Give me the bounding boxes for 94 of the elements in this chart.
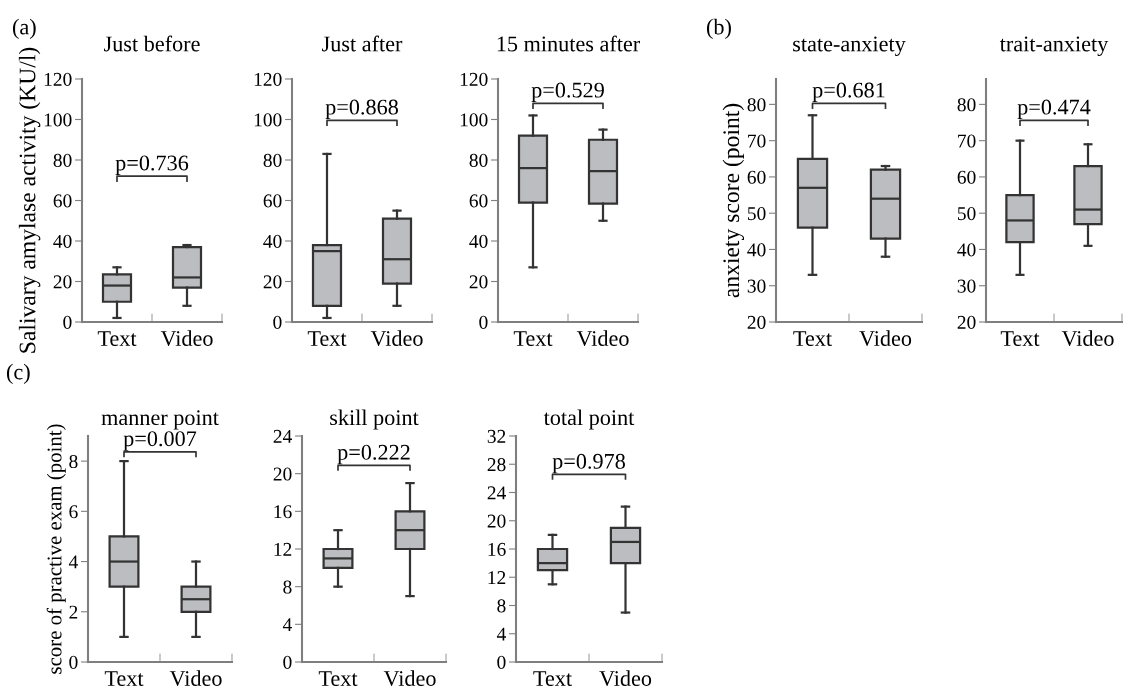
x-tick-label: Video bbox=[859, 330, 912, 347]
y-tick-label: 4 bbox=[68, 555, 78, 569]
annotation: p=0.474 bbox=[1017, 99, 1091, 120]
y-tick-label: 40 bbox=[747, 243, 766, 257]
y-tick-label: 120 bbox=[254, 72, 282, 86]
x-tick-label: Text bbox=[318, 671, 358, 686]
x-tick-label: Video bbox=[160, 330, 213, 347]
chart-title: 15 minutes after bbox=[497, 35, 640, 52]
y-tick-label: 20 bbox=[273, 467, 292, 481]
x-tick-label: Video bbox=[1061, 330, 1114, 347]
y-axis-title: anxiety score (point) bbox=[722, 103, 745, 298]
x-tick-label: Video bbox=[383, 670, 436, 687]
y-tick-label: 20 bbox=[469, 275, 488, 289]
annotation: p=0.222 bbox=[337, 444, 410, 465]
y-tick-label: 0 bbox=[273, 315, 282, 329]
x-tick-label: Video bbox=[169, 670, 222, 687]
y-tick-label: 0 bbox=[63, 315, 72, 329]
y-tick-label: 0 bbox=[497, 655, 506, 669]
chart-title: Just after bbox=[322, 35, 403, 52]
y-tick-label: 0 bbox=[69, 655, 78, 669]
y-tick-label: 4 bbox=[282, 618, 292, 632]
y-tick-label: 20 bbox=[747, 315, 766, 329]
y-axis-title: score of practive exam (point) bbox=[46, 424, 66, 674]
text: (a) bbox=[12, 18, 36, 39]
chart-title: total point bbox=[543, 409, 635, 430]
x-tick-label: Video bbox=[576, 330, 629, 347]
y-tick-label: 6 bbox=[69, 505, 78, 519]
y-tick-label: 100 bbox=[254, 113, 282, 127]
y-tick-label: 60 bbox=[263, 194, 282, 208]
y-tick-label: 120 bbox=[44, 72, 72, 86]
y-tick-label: 70 bbox=[958, 134, 976, 148]
y-tick-label: 40 bbox=[957, 243, 976, 257]
y-tick-label: 4 bbox=[496, 627, 506, 641]
y-tick-label: 60 bbox=[469, 194, 488, 208]
y-tick-label: 8 bbox=[283, 580, 292, 594]
chart-title: manner point bbox=[101, 410, 219, 430]
y-tick-label: 100 bbox=[460, 113, 488, 127]
annotation: p=0.978 bbox=[552, 453, 625, 474]
y-tick-label: 20 bbox=[487, 514, 506, 528]
y-axis-title: Salivary amylase activity (KU/l) bbox=[18, 47, 41, 353]
y-tick-label: 100 bbox=[44, 113, 72, 127]
y-tick-label: 60 bbox=[53, 194, 72, 208]
chart-title: state-anxiety bbox=[793, 36, 906, 57]
y-tick-label: 40 bbox=[53, 234, 72, 248]
x-tick-label: Video bbox=[370, 330, 423, 347]
x-tick-label: Text bbox=[307, 331, 347, 346]
annotation: p=0.736 bbox=[115, 155, 189, 175]
y-tick-label: 50 bbox=[957, 207, 976, 221]
y-tick-label: 80 bbox=[53, 153, 72, 167]
x-tick-label: Text bbox=[1000, 331, 1040, 346]
x-tick-label: Text bbox=[793, 331, 832, 346]
y-tick-label: 40 bbox=[469, 234, 488, 248]
chart-title: Just before bbox=[104, 35, 200, 52]
y-tick-label: 80 bbox=[469, 153, 488, 167]
y-tick-label: 12 bbox=[488, 571, 506, 584]
chart-title: skill point bbox=[330, 409, 419, 430]
y-tick-label: 60 bbox=[747, 170, 766, 184]
y-tick-label: 12 bbox=[274, 542, 292, 556]
y-tick-label: 0 bbox=[479, 315, 488, 329]
chart-title: trait-anxiety bbox=[999, 36, 1109, 57]
annotation: p=0.529 bbox=[531, 82, 604, 103]
y-tick-label: 80 bbox=[263, 153, 282, 167]
y-tick-label: 20 bbox=[53, 275, 72, 289]
x-tick-label: Text bbox=[533, 671, 572, 686]
y-tick-label: 30 bbox=[747, 279, 766, 293]
y-tick-label: 24 bbox=[273, 429, 292, 443]
x-tick-label: Text bbox=[513, 331, 553, 346]
y-tick-label: 16 bbox=[488, 542, 506, 556]
y-tick-label: 80 bbox=[747, 98, 766, 112]
text: (b) bbox=[706, 18, 731, 39]
annotation: p=0.007 bbox=[123, 431, 197, 451]
x-tick-label: Video bbox=[599, 670, 652, 687]
y-tick-label: 8 bbox=[69, 454, 78, 469]
y-tick-label: 28 bbox=[487, 458, 506, 472]
y-tick-label: 70 bbox=[748, 134, 766, 148]
y-tick-label: 20 bbox=[957, 315, 976, 329]
y-tick-label: 2 bbox=[69, 605, 78, 619]
y-tick-label: 24 bbox=[487, 486, 506, 500]
y-tick-label: 30 bbox=[957, 279, 976, 293]
y-tick-label: 32 bbox=[487, 429, 506, 443]
y-tick-label: 16 bbox=[274, 505, 292, 519]
text: (c) bbox=[6, 363, 30, 384]
x-tick-label: Text bbox=[104, 671, 144, 686]
y-tick-label: 40 bbox=[263, 234, 282, 248]
y-tick-label: 8 bbox=[497, 599, 506, 613]
y-tick-label: 0 bbox=[283, 655, 292, 669]
y-tick-label: 120 bbox=[460, 72, 488, 86]
annotation: p=0.868 bbox=[325, 99, 398, 120]
x-tick-label: Text bbox=[97, 331, 137, 346]
y-tick-label: 60 bbox=[957, 170, 976, 184]
annotation: p=0.681 bbox=[812, 82, 885, 103]
y-tick-label: 50 bbox=[747, 207, 766, 221]
y-tick-label: 20 bbox=[263, 275, 282, 289]
y-tick-label: 80 bbox=[957, 98, 976, 112]
